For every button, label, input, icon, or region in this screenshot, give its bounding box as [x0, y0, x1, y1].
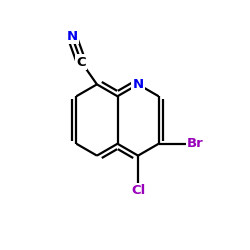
- Text: N: N: [132, 78, 144, 91]
- Text: Cl: Cl: [131, 184, 145, 197]
- Text: N: N: [66, 30, 78, 43]
- Text: Br: Br: [187, 137, 204, 150]
- Text: C: C: [76, 56, 86, 68]
